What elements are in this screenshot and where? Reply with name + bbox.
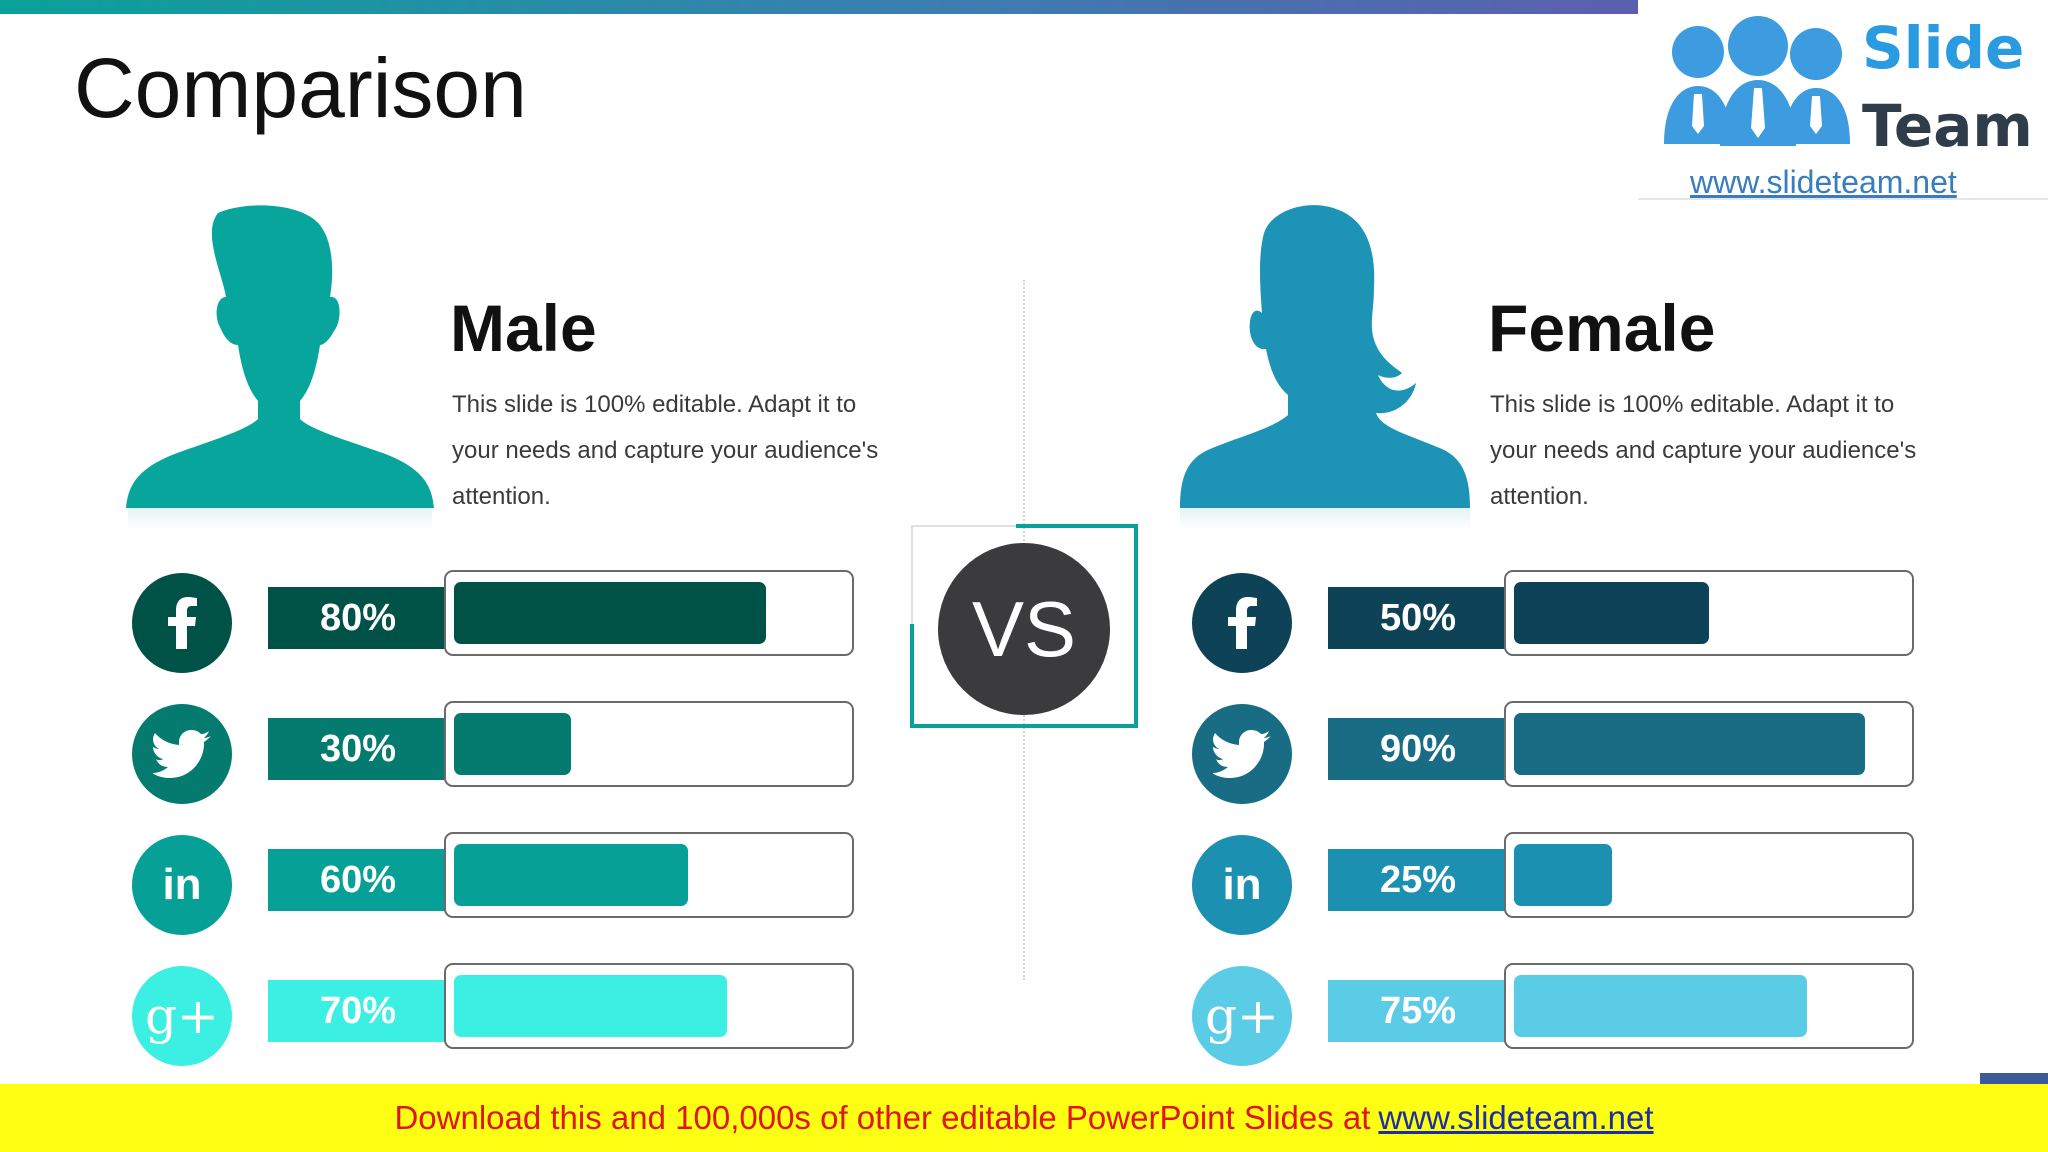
footer-text: Download this and 100,000s of other edit… [394,1099,1371,1136]
male-google-plus-percent: 70% [268,980,448,1042]
female-linkedin-percent: 25% [1328,849,1508,911]
page-title: Comparison [74,41,527,135]
footer-link[interactable]: www.slideteam.net [1378,1099,1654,1136]
male-row-linkedin: in 60% [132,832,862,936]
google-plus-icon[interactable]: g+ [1192,966,1292,1066]
progress-track [1504,570,1914,656]
female-row-google-plus: g+ 75% [1192,963,1922,1067]
female-avatar-icon [1180,205,1470,508]
progress-track [1504,963,1914,1049]
facebook-icon[interactable] [1192,573,1292,673]
logo-url-link[interactable]: www.slideteam.net [1690,164,1957,200]
male-twitter-bar [454,713,571,775]
male-google-plus-bar [454,975,727,1037]
download-banner: Download this and 100,000s of other edit… [0,1084,2048,1152]
progress-track [444,963,854,1049]
twitter-icon[interactable] [132,704,232,804]
male-row-facebook: 80% [132,570,862,674]
google-plus-icon[interactable]: g+ [132,966,232,1066]
progress-track [1504,701,1914,787]
twitter-icon[interactable] [1192,704,1292,804]
linkedin-icon-text: in [162,860,202,909]
slideteam-logo[interactable]: Slide Team www.slideteam.net [1638,0,2048,200]
progress-track [444,832,854,918]
female-title: Female [1488,291,1716,365]
female-row-linkedin: in 25% [1192,832,1922,936]
google-plus-icon-text: g+ [1205,987,1279,1045]
female-facebook-percent: 50% [1328,587,1508,649]
corner-accent [1980,1073,2048,1084]
male-title: Male [450,291,597,365]
linkedin-icon[interactable]: in [132,835,232,935]
progress-track [444,701,854,787]
google-plus-icon-text: g+ [145,987,219,1045]
team-heads-icon [1664,16,1850,146]
male-linkedin-percent: 60% [268,849,448,911]
linkedin-icon-text: in [1222,860,1262,909]
vs-frame [910,524,1138,728]
logo-word-slide: Slide [1862,14,2025,82]
male-linkedin-bar [454,844,688,906]
female-avatar-reflection [1180,508,1470,530]
facebook-icon[interactable] [132,573,232,673]
female-description: This slide is 100% editable. Adapt it to… [1490,391,1917,510]
male-row-twitter: 30% [132,701,862,805]
female-linkedin-bar [1514,844,1612,906]
male-row-google-plus: g+ 70% [132,963,862,1067]
top-accent-bar [0,0,1640,14]
male-facebook-percent: 80% [268,587,448,649]
male-avatar-reflection [128,508,432,530]
logo-word-team: Team [1862,92,2033,160]
female-row-facebook: 50% [1192,570,1922,674]
male-description: This slide is 100% editable. Adapt it to… [452,391,879,510]
female-facebook-bar [1514,582,1709,644]
male-twitter-percent: 30% [268,718,448,780]
female-twitter-bar [1514,713,1865,775]
vs-badge: VS [938,543,1110,715]
linkedin-icon[interactable]: in [1192,835,1292,935]
female-google-plus-percent: 75% [1328,980,1508,1042]
female-google-plus-bar [1514,975,1807,1037]
male-facebook-bar [454,582,766,644]
progress-track [1504,832,1914,918]
female-row-twitter: 90% [1192,701,1922,805]
female-twitter-percent: 90% [1328,718,1508,780]
male-avatar-icon [126,205,434,508]
progress-track [444,570,854,656]
